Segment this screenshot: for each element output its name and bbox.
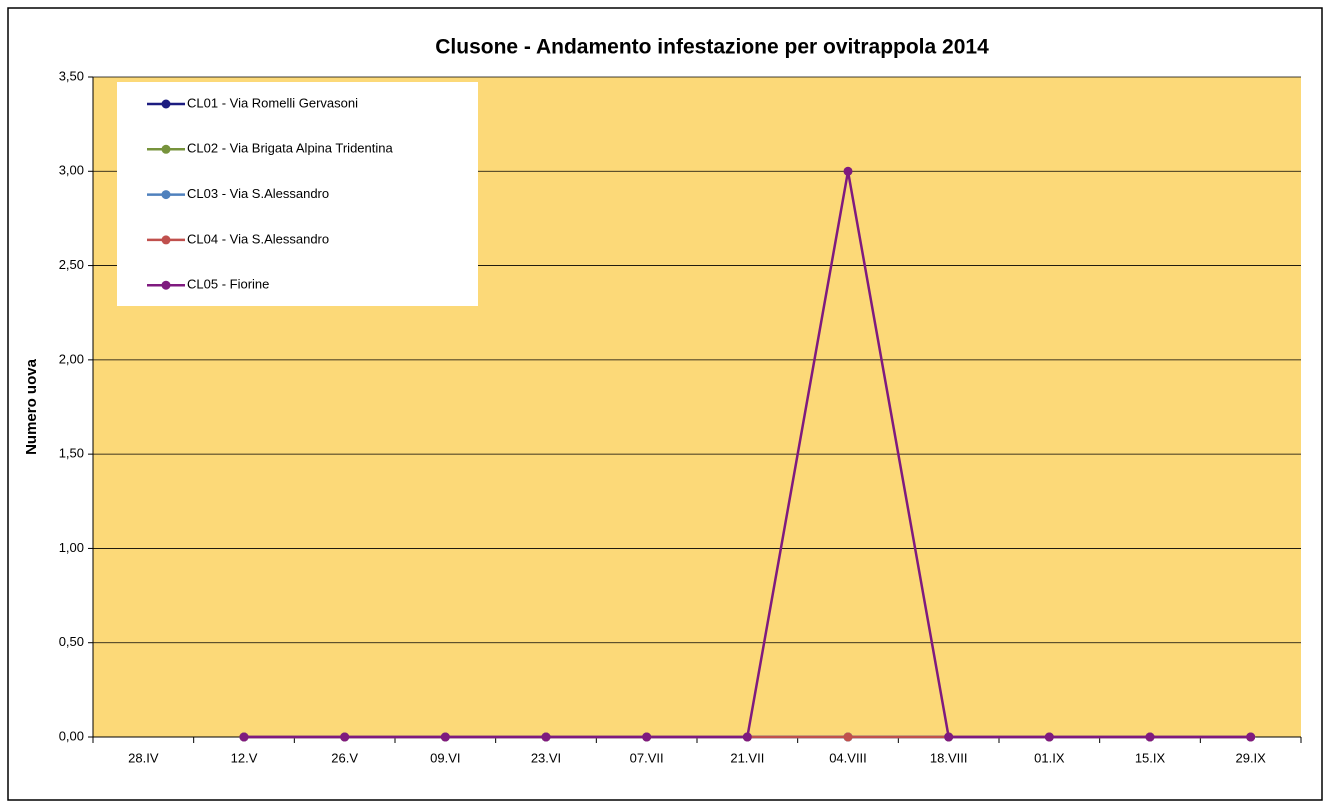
data-point: [944, 732, 954, 742]
data-point: [340, 732, 350, 742]
legend-label: CL03 - Via S.Alessandro: [187, 186, 329, 201]
y-tick-label: 1,50: [59, 446, 84, 461]
y-tick-label: 0,00: [59, 728, 84, 743]
data-point: [440, 732, 450, 742]
x-tick-label: 04.VIII: [829, 750, 867, 765]
data-point: [843, 166, 853, 176]
data-point: [541, 732, 551, 742]
data-point: [239, 732, 249, 742]
x-tick-label: 29.IX: [1235, 750, 1266, 765]
legend-label: CL01 - Via Romelli Gervasoni: [187, 95, 358, 110]
x-tick-label: 18.VIII: [930, 750, 968, 765]
data-point: [642, 732, 652, 742]
legend-marker: [161, 235, 171, 245]
y-tick-label: 0,50: [59, 634, 84, 649]
legend-label: CL02 - Via Brigata Alpina Tridentina: [187, 141, 393, 156]
legend-label: CL05 - Fiorine: [187, 277, 269, 292]
y-tick-label: 3,50: [59, 68, 84, 83]
legend-label: CL04 - Via S.Alessandro: [187, 231, 329, 246]
x-tick-label: 01.IX: [1034, 750, 1065, 765]
y-tick-label: 3,00: [59, 163, 84, 178]
y-tick-label: 2,50: [59, 257, 84, 272]
data-point: [1145, 732, 1155, 742]
x-tick-label: 28.IV: [128, 750, 159, 765]
data-point: [742, 732, 752, 742]
data-point: [1246, 732, 1256, 742]
x-tick-label: 15.IX: [1135, 750, 1166, 765]
x-tick-label: 12.V: [231, 750, 258, 765]
y-tick-label: 1,00: [59, 540, 84, 555]
x-tick-label: 09.VI: [430, 750, 460, 765]
data-point: [1044, 732, 1054, 742]
legend-marker: [161, 190, 171, 200]
y-axis-label: Numero uova: [23, 358, 40, 455]
legend-marker: [161, 99, 171, 109]
x-tick-label: 21.VII: [730, 750, 764, 765]
y-tick-label: 2,00: [59, 351, 84, 366]
legend-marker: [161, 144, 171, 154]
data-point: [843, 732, 853, 742]
x-tick-label: 07.VII: [630, 750, 664, 765]
chart-title: Clusone - Andamento infestazione per ovi…: [435, 36, 989, 59]
x-tick-label: 26.V: [331, 750, 358, 765]
x-tick-label: 23.VI: [531, 750, 561, 765]
legend-marker: [161, 280, 171, 290]
